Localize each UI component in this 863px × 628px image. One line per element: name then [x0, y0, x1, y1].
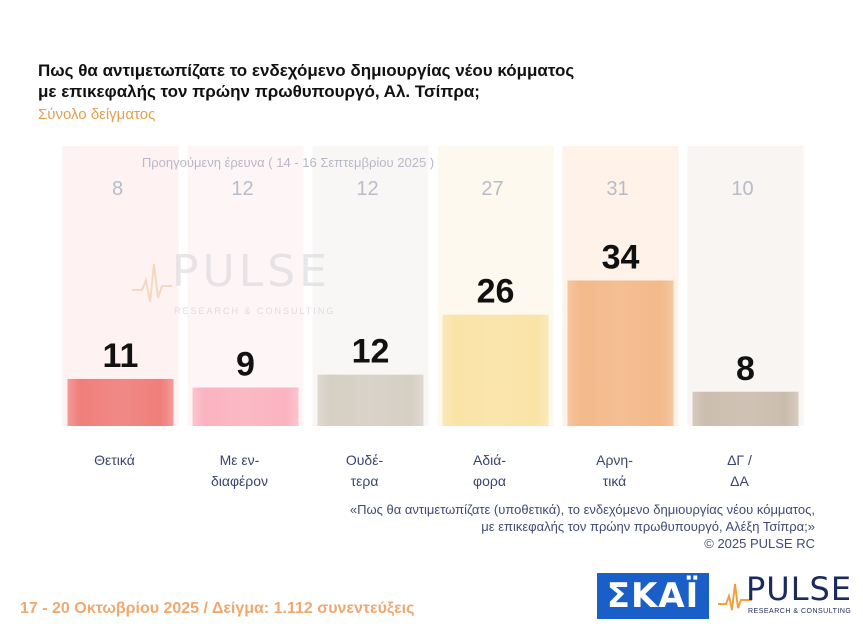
bar: [317, 374, 424, 426]
footer-survey-info: 17 - 20 Οκτωβρίου 2025 / Δείγμα: 1.112 σ…: [20, 600, 415, 617]
bar-value-label: 11: [103, 337, 139, 375]
category-label: Ουδέ-: [346, 452, 384, 468]
previous-value-label: 31: [606, 178, 628, 200]
pulse-logo: PULSE RESEARCH & CONSULTING: [718, 570, 853, 622]
pulse-wave-icon: [718, 583, 752, 611]
bar: [567, 280, 674, 426]
category-label: ΔΑ: [730, 473, 749, 489]
watermark-sub: RESEARCH & CONSULTING: [174, 306, 335, 316]
watermark-wave: [132, 263, 172, 303]
background-column: [687, 146, 804, 426]
previous-value-label: 12: [356, 178, 378, 200]
category-label: Αδιά-: [473, 452, 506, 468]
bar: [192, 387, 299, 426]
bar-value-label: 9: [236, 345, 255, 383]
chart-title: Πως θα αντιμετωπίζατε το ενδεχόμενο δημι…: [38, 60, 678, 102]
bar: [692, 391, 799, 426]
category-label: Αρνη-: [596, 452, 633, 468]
bar: [67, 378, 174, 426]
title-line-1: Πως θα αντιμετωπίζατε το ενδεχόμενο δημι…: [38, 61, 575, 80]
note-line-1: «Πως θα αντιμετωπίζατε (υποθετικά), το ε…: [349, 502, 815, 517]
category-label: Θετικά: [94, 452, 135, 468]
bar-value-label: 8: [736, 350, 755, 388]
previous-value-label: 12: [231, 178, 253, 200]
previous-value-label: 27: [481, 178, 503, 200]
category-label: ΔΓ /: [727, 452, 752, 468]
title-line-2: με επικεφαλής τον πρώην πρωθυπουργό, Αλ.…: [38, 82, 480, 101]
note-line-2: με επικεφαλής τον πρώην πρωθυπουργό, Αλέ…: [481, 519, 815, 534]
watermark-word: PULSE: [172, 246, 331, 297]
bar: [442, 314, 549, 426]
bar-value-label: 12: [352, 333, 390, 371]
previous-survey-label: Προηγούμενη έρευνα ( 14 - 16 Σεπτεμβρίου…: [142, 155, 434, 170]
bar-chart: PULSE RESEARCH & CONSULTING Προηγούμενη έρ…: [62, 146, 804, 489]
previous-value-label: 10: [731, 178, 753, 200]
category-label: τικά: [603, 473, 627, 489]
background-column: [187, 146, 304, 426]
category-label: τερα: [351, 473, 379, 489]
bar-value-label: 26: [477, 273, 515, 311]
bar-value-label: 34: [602, 238, 640, 276]
category-label: φορα: [473, 473, 506, 489]
pulse-logo-sub: RESEARCH & CONSULTING: [748, 608, 852, 615]
question-note: «Πως θα αντιμετωπίζατε (υποθετικά), το ε…: [195, 501, 815, 552]
note-copyright: © 2025 PULSE RC: [704, 536, 815, 551]
previous-value-label: 8: [112, 178, 123, 200]
category-label: Με εν-: [220, 452, 260, 468]
skai-logo: ΣΚΑΪ: [597, 573, 709, 619]
category-label: διαφέρον: [211, 473, 268, 489]
pulse-logo-word: PULSE: [746, 570, 853, 608]
chart-subtitle: Σύνολο δείγματος: [38, 106, 156, 123]
